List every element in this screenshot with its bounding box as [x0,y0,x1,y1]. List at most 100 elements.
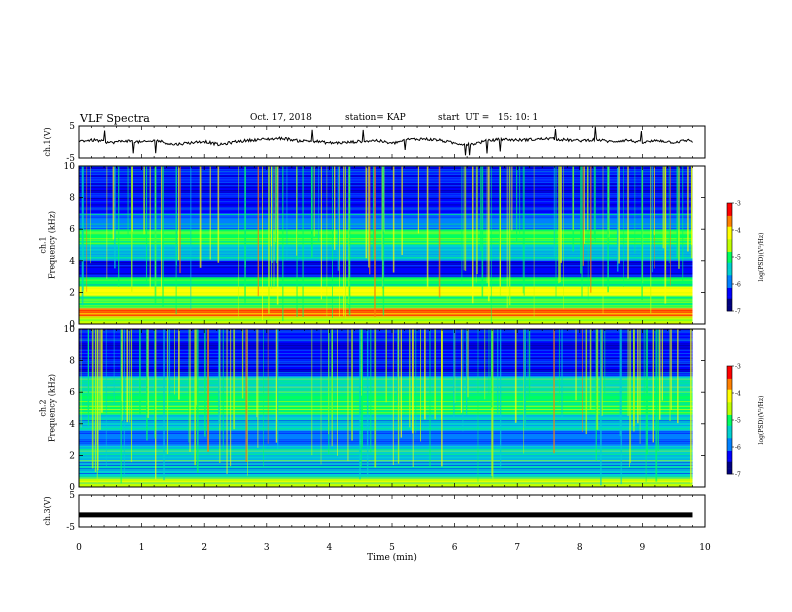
spectrogram-streak [522,166,524,294]
colorbar-cell [727,432,732,435]
spectrogram-streak [586,166,589,231]
spectrogram-line [79,278,693,279]
spectrogram-streak [528,329,531,401]
spectrogram-line [79,279,693,281]
spectrogram-streak [645,329,647,482]
spectrogram-streak [607,166,609,293]
spectrogram-band [79,477,693,487]
spectrogram-streak [168,329,171,394]
spectrogram-line [79,246,693,247]
spectrogram-line [79,402,693,404]
spectrogram-streak [147,329,149,418]
colorbar-cell [727,373,732,376]
colorbar-cell [727,249,732,252]
colorbar-cell [727,367,732,370]
spectrogram-line [79,442,693,444]
spectrogram-line [79,452,693,454]
spectrogram-line [79,409,693,410]
x-tick-label: 2 [201,543,207,553]
spectrogram-line [79,465,693,466]
colorbar-cell [727,291,732,294]
spectrogram-streak [344,166,346,318]
y-tick-label: 8 [69,357,75,367]
spectrogram-streak [392,166,395,273]
spectrogram-streak [338,166,340,317]
spectrogram-streak [619,329,621,437]
spectrogram-streak [348,166,351,316]
colorbar-cell [727,221,732,224]
spectrogram-streak [175,166,177,315]
spectrogram-streak [461,166,463,285]
spectrogram-streak [519,166,521,234]
spectrogram-streak [669,166,671,286]
spectrogram-line [79,178,693,180]
spectrogram-streak [368,166,370,268]
spectrogram-streak [174,329,175,395]
spectrogram-streak [492,329,494,479]
spectrogram-line [79,479,693,481]
y-tick-label: 6 [69,388,75,398]
spectrogram-streak [475,166,477,283]
spectrogram-streak [131,166,133,292]
colorbar-cell [727,285,732,288]
colorbar-cell [727,380,732,383]
spectrogram-streak [634,166,636,254]
spectrogram-line [79,167,693,169]
colorbar-cell [727,269,732,272]
spectrogram-streak [320,166,322,300]
spectrogram-streak [160,166,162,293]
x-tick-label: 9 [640,543,646,553]
colorbar-cell [727,309,732,312]
y-axis-label: ch.1(V) [43,127,52,156]
colorbar-cell [727,251,732,254]
spectrogram-line [79,439,693,441]
colorbar-cell [727,276,732,279]
colorbar-cell [727,258,732,261]
spectrogram-streak [189,329,191,452]
spectrogram-line [79,170,693,172]
spectrogram-streak [381,166,383,260]
colorbar-cell [727,387,732,390]
colorbar-cell [727,222,732,225]
spectrogram-line [79,463,693,465]
colorbar-cell [727,447,732,450]
spectrogram-line [79,268,693,270]
spectrogram-line [79,193,693,195]
spectrogram-line [79,425,693,426]
spectrogram-line [79,457,693,458]
spectrogram-streak [385,329,387,403]
spectrogram-streak [559,166,561,283]
spectrogram-line [79,250,693,252]
spectrogram-streak [149,166,151,290]
spectrogram-streak [563,166,564,309]
colorbar-cell [727,255,732,258]
colorbar-cell [727,302,732,305]
spectrogram-streak [95,329,97,445]
colorbar-cell [727,418,732,421]
spectrogram-streak [678,166,680,269]
x-tick-label: 8 [577,543,583,553]
spectrogram-streak [618,166,620,264]
spectrogram-line [79,306,693,308]
spectrogram-line [79,266,693,268]
colorbar-cell [727,246,732,249]
spectrogram-line [79,210,693,212]
spectrogram-streak [590,166,592,293]
spectrogram-line [79,198,693,199]
spectrogram-streak [689,329,692,484]
spectrogram-line [79,436,693,438]
colorbar-cell [727,378,732,381]
spectrogram-streak [497,329,499,414]
spectrogram-streak [575,329,577,401]
spectrogram-streak [257,329,259,448]
spectrogram-streak [162,166,164,307]
spectrogram-streak [669,329,671,421]
spectrogram-streak [558,166,560,284]
spectrogram-line [79,174,693,175]
spectrogram-streak [120,329,122,484]
colorbar-cell [727,237,732,240]
spectrogram-streak [302,166,304,317]
colorbar-cell [727,300,732,303]
spectrogram-streak [553,166,555,259]
spectrogram-streak [595,329,597,461]
